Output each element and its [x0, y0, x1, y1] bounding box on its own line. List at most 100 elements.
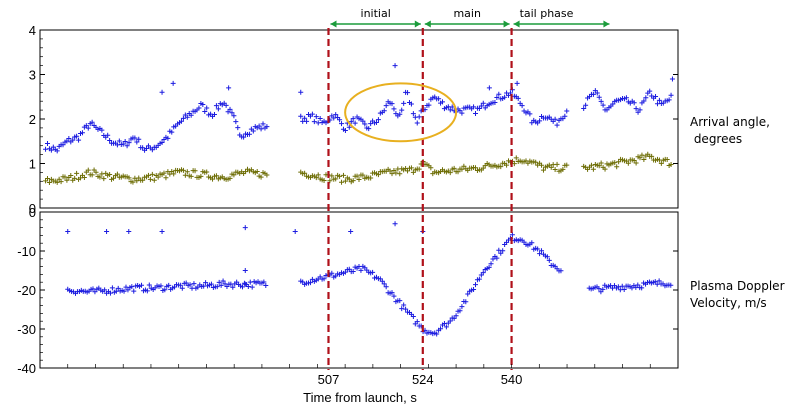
data-point [260, 121, 266, 127]
data-point [539, 162, 545, 168]
data-point [129, 284, 135, 290]
x-tick-label: 540 [501, 372, 523, 387]
data-point [169, 129, 175, 135]
data-point [317, 115, 323, 121]
y-tick-label: 3 [29, 68, 36, 83]
data-point [496, 91, 502, 97]
data-point [352, 120, 358, 126]
data-point [261, 279, 267, 285]
data-point [147, 176, 153, 182]
data-point [158, 283, 164, 289]
data-point [235, 125, 241, 131]
bottom-panel-frame [39, 211, 679, 369]
data-point [447, 318, 453, 324]
data-point [519, 103, 525, 109]
data-point [116, 138, 122, 144]
data-point [145, 172, 151, 178]
outlier-point [486, 85, 492, 91]
data-point [438, 326, 444, 332]
y-tick-label: 2 [29, 112, 36, 127]
data-point [85, 167, 91, 173]
data-point [178, 118, 184, 124]
data-point [447, 170, 453, 176]
y-tick-label: -40 [17, 361, 36, 376]
phase-label: initial [361, 7, 391, 20]
data-point [416, 114, 422, 120]
data-point [114, 171, 120, 177]
data-point [527, 111, 533, 117]
data-point [204, 169, 210, 175]
outlier-point [392, 63, 398, 69]
data-point [564, 108, 570, 114]
outlier-point [514, 80, 520, 86]
data-point [602, 166, 608, 172]
data-point [416, 166, 422, 172]
data-point [596, 163, 602, 169]
data-point [480, 165, 486, 171]
data-point [327, 178, 333, 184]
data-point [81, 174, 87, 180]
data-point [258, 126, 264, 132]
data-point [668, 282, 674, 288]
data-point [134, 139, 140, 145]
data-point [179, 285, 185, 291]
data-point [85, 125, 91, 131]
data-point [250, 128, 256, 134]
data-point [72, 175, 78, 181]
data-point [350, 268, 356, 274]
data-point [447, 107, 453, 113]
outlier-point [65, 229, 71, 234]
arrow-head [503, 20, 510, 28]
data-point [304, 118, 310, 124]
y-tick-label: -30 [17, 322, 36, 337]
data-point [391, 167, 397, 173]
highlight-circle [344, 82, 458, 143]
data-point [213, 103, 219, 109]
data-point [426, 102, 432, 108]
data-point [216, 279, 222, 285]
data-point [610, 101, 616, 107]
data-point [552, 166, 558, 172]
data-point [449, 104, 455, 110]
data-point [548, 164, 554, 170]
data-point [115, 285, 121, 291]
data-point [233, 119, 239, 125]
data-point [171, 171, 177, 177]
data-point [590, 166, 596, 172]
data-point [204, 105, 210, 111]
data-point [410, 111, 416, 117]
data-point [245, 283, 251, 289]
data-point [537, 251, 543, 257]
outlier-point [159, 229, 165, 234]
data-point [134, 178, 140, 184]
data-point [58, 179, 64, 185]
data-point [403, 306, 409, 312]
data-point [101, 176, 107, 182]
data-point [471, 104, 477, 110]
data-point [249, 284, 255, 290]
data-point [102, 287, 108, 293]
data-point [389, 290, 395, 296]
data-point [414, 319, 420, 325]
data-point [74, 170, 80, 176]
data-point [473, 282, 479, 288]
data-point [54, 148, 60, 154]
top-ylabel-line-1: Arrival angle, [690, 115, 770, 129]
data-point [302, 170, 308, 176]
data-point [560, 166, 566, 172]
data-point [635, 282, 641, 288]
data-point [625, 160, 631, 166]
data-point [331, 115, 337, 121]
data-point [397, 171, 403, 177]
data-point [379, 278, 385, 284]
data-point [476, 276, 482, 282]
data-point [554, 161, 560, 167]
data-point [596, 286, 602, 292]
data-point [120, 141, 126, 147]
data-point [496, 247, 502, 253]
y-tick-label: -20 [17, 283, 36, 298]
y-tick-label: 1 [29, 157, 36, 172]
data-point [46, 180, 52, 186]
data-point [213, 173, 219, 179]
data-point [354, 173, 360, 179]
